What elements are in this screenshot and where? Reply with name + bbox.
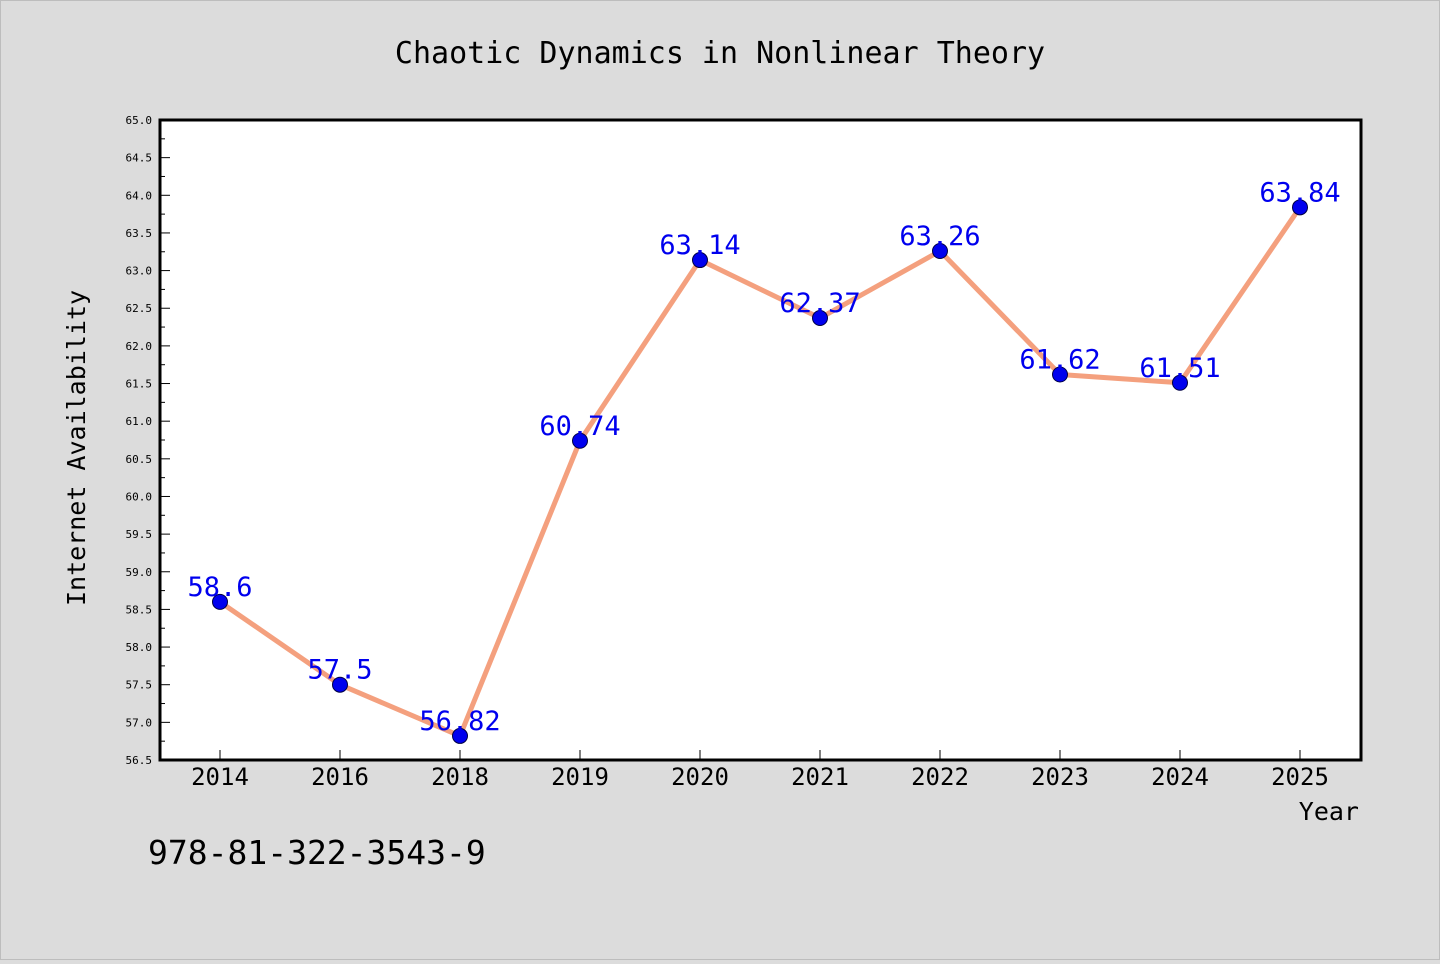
data-point	[1172, 374, 1188, 391]
x-tick-label: 2018	[431, 763, 489, 791]
y-tick-label: 59.5	[126, 528, 153, 541]
y-tick-label: 56.5	[126, 754, 153, 767]
y-axis: 56.5 57.0 57.5 58.0 58.5 59.0 59.5 60.0 60.5 61.0…	[126, 114, 170, 767]
x-tick-label: 2024	[1151, 763, 1209, 791]
x-tick-label: 2023	[1031, 763, 1089, 791]
y-tick-label: 58.0	[126, 641, 153, 654]
series-layer: 58.6 57.5 56.82 60.74 63.14 62.37 63.26 61.62 61…	[187, 177, 1341, 744]
y-tick-label: 57.5	[126, 679, 153, 692]
y-tick-label: 57.0	[126, 716, 153, 729]
x-tick-label: 2016	[311, 763, 369, 791]
x-tick-label: 2020	[671, 763, 729, 791]
y-tick-label: 62.5	[126, 302, 153, 315]
data-label: 58.6	[187, 572, 252, 603]
y-tick-label: 59.0	[126, 566, 153, 579]
data-point	[812, 310, 828, 327]
y-tick-label: 65.0	[126, 114, 153, 127]
isbn-text: 978-81-322-3543-9	[148, 833, 486, 872]
y-tick-label: 62.0	[126, 340, 153, 353]
data-label: 62.37	[779, 288, 860, 319]
data-point	[332, 676, 348, 693]
x-axis-label: Year	[1299, 797, 1359, 826]
x-axis: 2014 2016 2018 2019 2020 2021 2022 2023 2024 2025	[191, 750, 1329, 791]
data-point	[1292, 199, 1308, 216]
y-tick-label: 61.0	[126, 415, 153, 428]
x-tick-label: 2022	[911, 763, 969, 791]
y-tick-label: 63.0	[126, 265, 153, 278]
y-tick-label: 64.5	[126, 152, 153, 165]
y-tick-label: 63.5	[126, 227, 153, 240]
x-tick-label: 2025	[1271, 763, 1329, 791]
data-label: 63.84	[1259, 177, 1340, 208]
data-point	[452, 727, 468, 744]
data-label: 63.26	[899, 221, 980, 252]
y-tick-label: 58.5	[126, 603, 153, 616]
y-tick-label: 61.5	[126, 378, 153, 391]
y-tick-label: 60.5	[126, 453, 153, 466]
y-tick-label: 64.0	[126, 189, 153, 202]
data-point	[692, 252, 708, 269]
data-label: 56.82	[419, 706, 500, 737]
plot-area	[158, 118, 1363, 762]
data-point	[572, 432, 588, 449]
data-point	[1052, 366, 1068, 383]
x-tick-label: 2021	[791, 763, 849, 791]
y-tick-label: 60.0	[126, 490, 153, 503]
data-label: 60.74	[539, 411, 620, 442]
data-label: 61.62	[1019, 344, 1100, 375]
data-point	[932, 243, 948, 260]
x-tick-label: 2014	[191, 763, 249, 791]
series-line	[217, 204, 1303, 739]
data-label: 57.5	[307, 655, 372, 686]
data-label: 63.14	[659, 230, 740, 261]
x-tick-label: 2019	[551, 763, 609, 791]
y-axis-label: Internet Availability	[62, 290, 91, 606]
data-label: 61.51	[1139, 353, 1220, 384]
chart-title: Chaotic Dynamics in Nonlinear Theory	[395, 36, 1045, 71]
data-point	[212, 593, 228, 610]
